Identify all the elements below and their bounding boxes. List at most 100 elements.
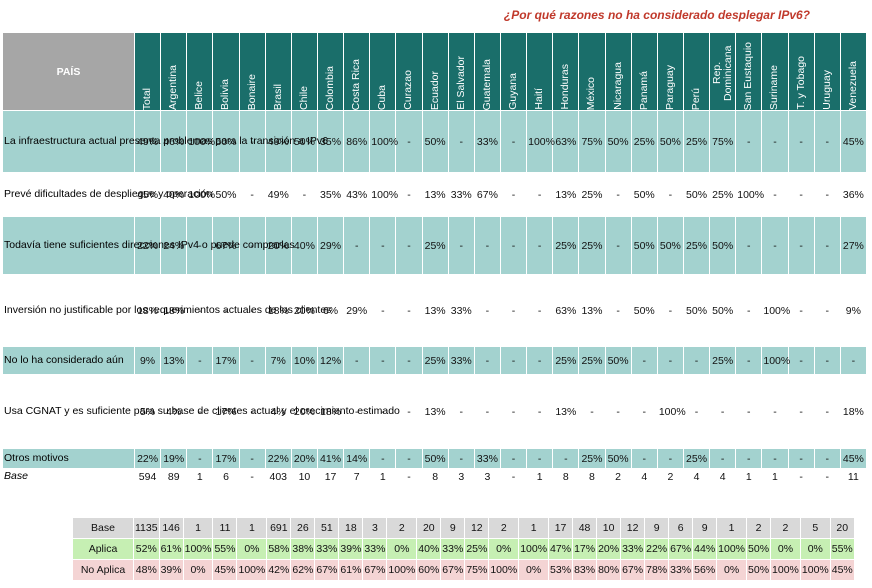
- table-cell: -: [499, 448, 528, 469]
- country-column-header: México: [578, 32, 606, 111]
- summary-label: No Aplica: [73, 560, 133, 580]
- table-cell: -: [369, 448, 397, 469]
- table-cell: -: [473, 346, 501, 375]
- table-row: Otros motivos 22% 19% -17% -22% 20% 41% 14% - -50…: [2, 448, 867, 469]
- summary-cell: 67%: [621, 560, 645, 580]
- table-cell: 50%: [421, 110, 449, 173]
- table-cell: -: [761, 216, 789, 275]
- table-cell: -: [709, 374, 737, 449]
- table-cell: 20%: [290, 448, 318, 469]
- summary-cell: 67%: [441, 560, 465, 580]
- country-name: Bolivia: [220, 79, 232, 110]
- table-cell: 13%: [578, 274, 606, 347]
- table-cell: 41%: [316, 448, 345, 469]
- table-cell: 25%: [709, 346, 737, 375]
- summary-cell: 12: [621, 518, 645, 538]
- country-name: Uruguay: [821, 70, 833, 110]
- table-cell: 40%: [290, 216, 318, 275]
- summary-cell: 100%: [387, 560, 417, 580]
- summary-cell: 100%: [717, 539, 747, 559]
- table-cell: -: [212, 274, 240, 347]
- table-cell: 50%: [656, 216, 684, 275]
- summary-cell: 1: [183, 518, 213, 538]
- summary-cell: 58%: [267, 539, 291, 559]
- table-cell: -: [630, 448, 658, 469]
- table-cell: -: [761, 448, 789, 469]
- table-cell: 86%: [343, 110, 371, 173]
- table-cell: 9%: [839, 274, 867, 347]
- table-cell: 36%: [839, 172, 867, 217]
- summary-cell: 48%: [134, 560, 159, 580]
- table-cell: -: [499, 374, 528, 449]
- table-cell: 14%: [343, 448, 371, 469]
- table-cell: 22%: [133, 216, 162, 275]
- country-name: Total: [142, 87, 154, 110]
- table-cell: 20%: [290, 374, 318, 449]
- base-cell: 10: [290, 468, 318, 485]
- table-cell: 50%: [604, 110, 632, 173]
- table-cell: 50%: [682, 172, 711, 217]
- table-cell: 75%: [709, 110, 737, 173]
- summary-cell: 26: [291, 518, 315, 538]
- summary-cell: 0%: [387, 539, 417, 559]
- country-name: Suriname: [769, 65, 781, 110]
- summary-cell: 67%: [669, 539, 693, 559]
- table-cell: 50%: [656, 110, 684, 173]
- base-cell: 6: [212, 468, 240, 485]
- country-name: Colombia: [325, 65, 337, 110]
- table-cell: 50%: [709, 216, 737, 275]
- table-cell: 18%: [264, 274, 292, 347]
- table-cell: -: [447, 216, 475, 275]
- country-column-header: Honduras: [552, 32, 580, 111]
- table-cell: 22%: [133, 448, 162, 469]
- summary-cell: 75%: [465, 560, 489, 580]
- country-column-header: Total: [133, 32, 162, 111]
- summary-row-no-aplica: No Aplica 48% 39% 0% 45% 100% 42% 62% 67% 61% 67% 1…: [73, 560, 854, 580]
- summary-cell: 78%: [645, 560, 669, 580]
- table-cell: -: [499, 346, 528, 375]
- table-cell: 33%: [473, 448, 501, 469]
- table-cell: 25%: [421, 216, 449, 275]
- table-cell: 100%: [186, 172, 215, 217]
- table-cell: 35%: [316, 110, 345, 173]
- table-cell: -: [369, 274, 397, 347]
- table-cell: 100%: [369, 110, 398, 173]
- summary-cell: 22%: [645, 539, 669, 559]
- base-cell: 8: [421, 468, 449, 485]
- table-cell: -: [630, 374, 658, 449]
- country-name: Belice: [194, 81, 206, 110]
- summary-cell: 44%: [693, 539, 717, 559]
- base-cell: 3: [447, 468, 475, 485]
- table-cell: -: [735, 374, 763, 449]
- summary-cell: 50%: [747, 539, 771, 559]
- country-name: Costa Rica: [351, 58, 363, 110]
- country-name: Chile: [298, 86, 310, 110]
- table-cell: -: [238, 274, 266, 347]
- country-column-header: Brasil: [264, 32, 292, 111]
- summary-row-base: Base 1135 146 1 11 1 691 26 51 18 3 2 20 9 12 2 1 17 48 10 1…: [73, 518, 854, 538]
- table-cell: 25%: [552, 346, 580, 375]
- summary-cell: 61%: [159, 539, 183, 559]
- country-name: Nicaragua: [612, 62, 624, 110]
- summary-cell: 0%: [489, 539, 519, 559]
- table-cell: 24%: [160, 216, 188, 275]
- table-cell: 100%: [761, 274, 790, 347]
- table-cell: 27%: [839, 216, 867, 275]
- summary-cell: 100%: [771, 560, 800, 580]
- table-cell: 100%: [369, 172, 398, 217]
- table-cell: 18%: [133, 274, 162, 347]
- table-cell: -: [761, 374, 789, 449]
- table-cell: -: [473, 374, 501, 449]
- country-name: Perú: [691, 87, 703, 110]
- table-cell: 25%: [578, 448, 606, 469]
- country-column-header: Uruguay: [813, 32, 841, 111]
- table-cell: 75%: [578, 110, 606, 173]
- table-cell: 17%: [212, 346, 240, 375]
- table-cell: -: [813, 172, 841, 217]
- summary-cell: 62%: [291, 560, 315, 580]
- table-cell: 50%: [604, 346, 632, 375]
- country-column-header: Bolivia: [212, 32, 240, 111]
- base-cell: -: [813, 468, 841, 485]
- table-cell: 25%: [682, 216, 711, 275]
- base-cell: -: [238, 468, 266, 485]
